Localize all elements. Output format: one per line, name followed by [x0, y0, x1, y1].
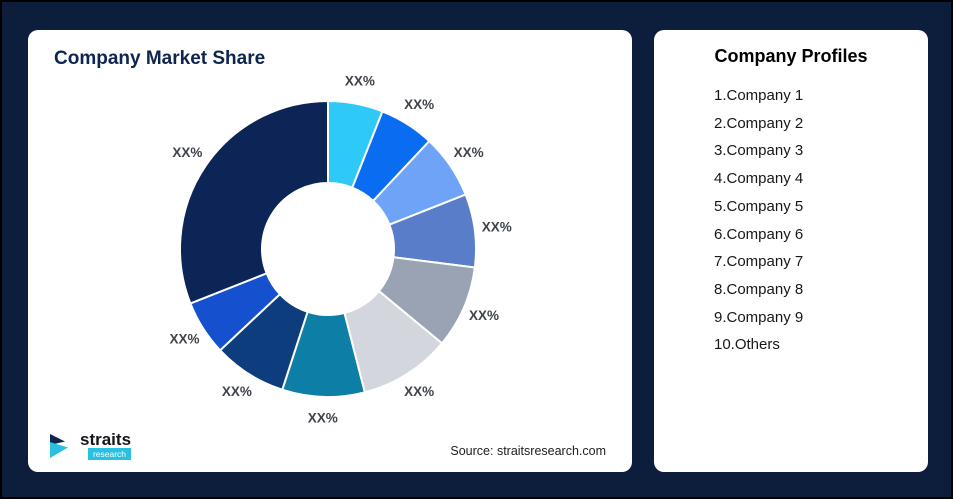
profile-item: 9.Company 9: [714, 308, 804, 326]
profile-item: 8.Company 8: [714, 280, 804, 298]
source-attribution: Source: straitsresearch.com: [450, 444, 606, 458]
segment-label: XX%: [482, 219, 512, 234]
logo-name: straits: [80, 430, 132, 449]
profile-item: 7.Company 7: [714, 253, 804, 271]
logo-arrow-icon: [50, 433, 68, 458]
segment-label: XX%: [404, 384, 434, 399]
market-share-card: Company Market Share XX% XX% XX% XX% XX% XX% X…: [28, 30, 632, 472]
chart-title: Company Market Share: [54, 48, 266, 69]
segment-label: XX%: [454, 145, 484, 160]
segment-label: XX%: [404, 97, 434, 112]
profile-item: 5.Company 5: [714, 197, 804, 215]
profile-item: 2.Company 2: [714, 114, 804, 132]
donut-chart: XX% XX% XX% XX% XX% XX% XX% XX% XX% XX%: [169, 74, 512, 426]
logo-text-block: straits research: [80, 430, 132, 460]
segment-label: XX%: [308, 410, 338, 425]
segment-label: XX%: [169, 332, 199, 347]
profiles-list: 1.Company 1 2.Company 2 3.Company 3 4.Compa…: [714, 82, 803, 359]
profile-item: 4.Company 4: [714, 170, 804, 188]
profile-item: 6.Company 6: [714, 225, 804, 243]
profile-item: 10.Others: [714, 336, 780, 354]
donut-segment: [179, 99, 329, 305]
segment-label: XX%: [345, 74, 375, 89]
segment-label: XX%: [469, 308, 499, 323]
profile-item: 1.Company 1: [714, 87, 804, 104]
logo-subtitle: research: [87, 448, 132, 460]
straits-research-logo: straits research: [48, 430, 132, 460]
company-profiles-card: Company Profiles 1.Company 1 2.Company 2 3…: [654, 30, 928, 472]
segment-label: XX%: [172, 145, 202, 160]
profiles-title: Company Profiles: [714, 46, 868, 66]
profile-item: 3.Company 3: [714, 142, 804, 160]
segment-label: XX%: [222, 384, 252, 399]
